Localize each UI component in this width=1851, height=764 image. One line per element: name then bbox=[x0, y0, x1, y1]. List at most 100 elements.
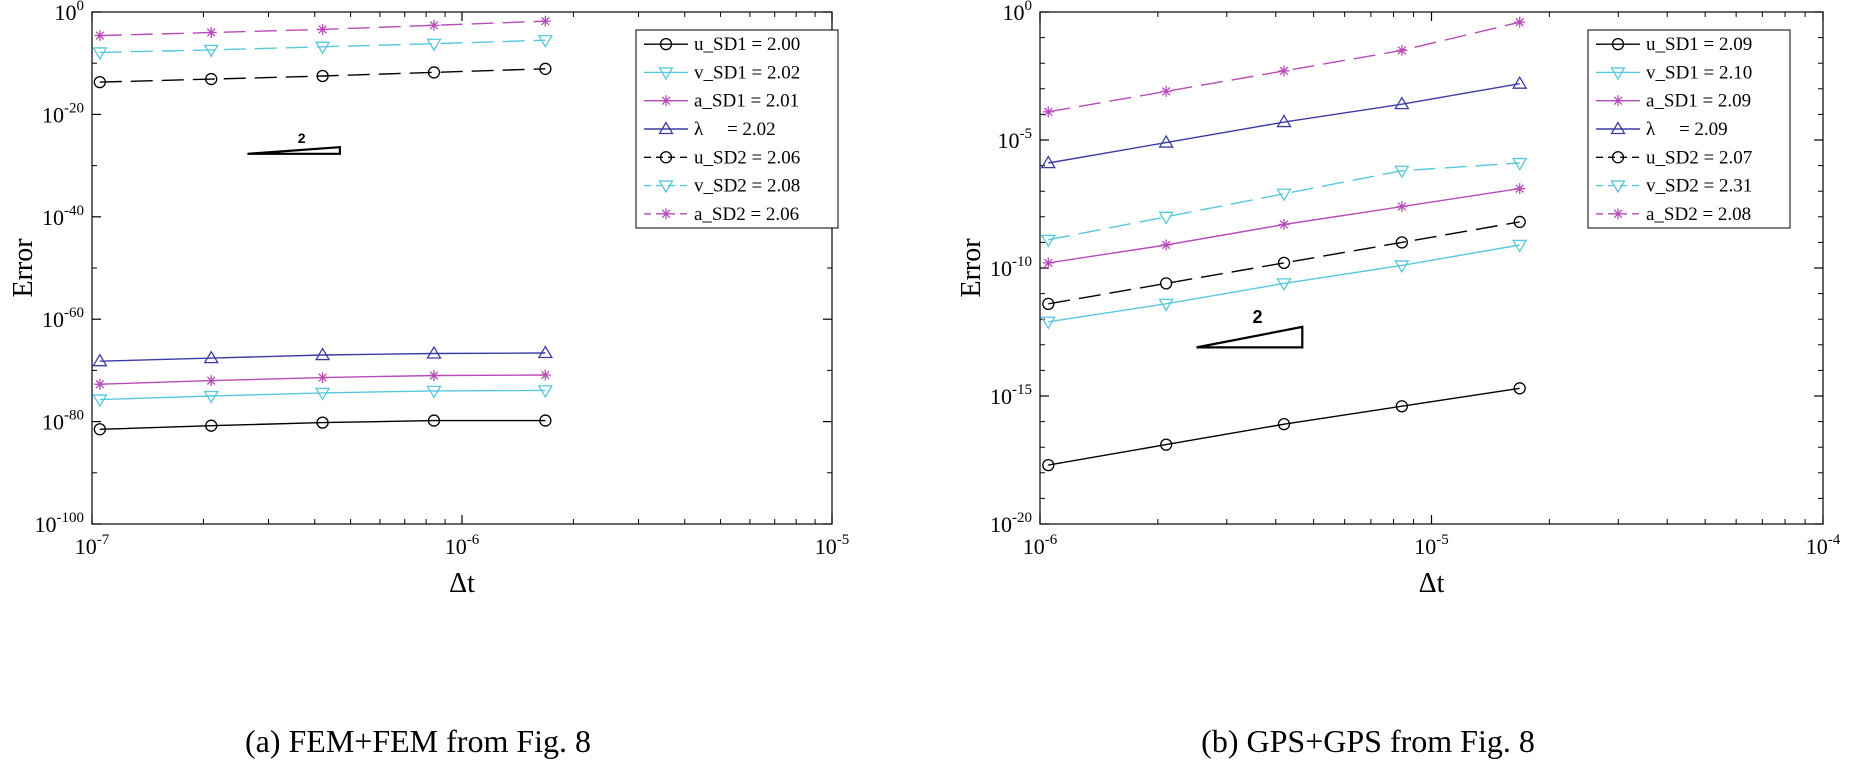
data-point-stroke bbox=[1279, 220, 1289, 229]
series-line bbox=[99, 419, 546, 430]
legend-label: u_SD1 = 2.00 bbox=[694, 34, 800, 55]
panel-a-fem: 10-7 10-6 10-510010-2010-4010-6010-8010-10… bbox=[8, 0, 849, 759]
data-point-stroke bbox=[429, 21, 439, 30]
panel-b-gps: 10-6 10-5 10-410010-510-1010-1510-20ErrorΔ… bbox=[956, 0, 1841, 759]
legend-marker bbox=[1610, 180, 1626, 194]
data-point-stroke bbox=[1397, 46, 1407, 55]
y-tick-label: 10-5 bbox=[998, 126, 1033, 153]
series-vSD2-5 bbox=[92, 35, 554, 61]
data-point bbox=[1514, 183, 1526, 195]
data-point bbox=[1277, 418, 1291, 431]
x-tick-label-exp: -7 bbox=[97, 532, 110, 548]
x-tick-label-exp: -4 bbox=[1828, 532, 1841, 548]
legend-label: a_SD2 = 2.06 bbox=[694, 204, 799, 225]
y-tick-label-exp: -10 bbox=[1012, 254, 1032, 270]
data-point bbox=[1512, 239, 1528, 253]
y-tick-label: 10-40 bbox=[42, 203, 84, 230]
legend-label: a_SD1 = 2.09 bbox=[1646, 91, 1751, 112]
data-point bbox=[317, 372, 329, 384]
y-tick-label-exp: 0 bbox=[1025, 0, 1033, 14]
data-point bbox=[1396, 201, 1408, 213]
data-point-stroke bbox=[541, 370, 550, 380]
x-tick-label-exp: -6 bbox=[1045, 532, 1058, 548]
data-point bbox=[1276, 278, 1292, 292]
data-point bbox=[539, 414, 552, 427]
x-tick-label-base: 10 bbox=[815, 534, 837, 559]
y-tick-label: 10-20 bbox=[990, 510, 1032, 537]
data-point bbox=[426, 38, 442, 52]
legend-marker-stroke bbox=[661, 96, 671, 106]
x-tick-label: 10-6 bbox=[445, 532, 480, 559]
data-point bbox=[1158, 134, 1174, 148]
data-point bbox=[1277, 256, 1291, 270]
data-point bbox=[205, 375, 217, 387]
data-point-stroke bbox=[318, 373, 327, 382]
data-point bbox=[1514, 16, 1526, 28]
legend-label: v_SD1 = 2.10 bbox=[1646, 62, 1752, 83]
data-point bbox=[1276, 188, 1292, 202]
series-uSD1-0 bbox=[1042, 382, 1526, 472]
x-tick-label-exp: -5 bbox=[1436, 532, 1449, 548]
data-point bbox=[1395, 400, 1409, 413]
data-point bbox=[203, 350, 219, 364]
data-point bbox=[1394, 96, 1410, 110]
y-axis-label: Error bbox=[956, 238, 987, 298]
data-point bbox=[92, 47, 108, 61]
data-point-stroke bbox=[1043, 107, 1053, 117]
x-tick-label-base: 10 bbox=[75, 534, 97, 559]
data-point bbox=[537, 345, 554, 359]
series-line bbox=[1048, 21, 1520, 113]
series-vSD2-5 bbox=[1040, 157, 1528, 248]
data-point-stroke bbox=[429, 371, 439, 380]
legend: u_SD1 = 2.09 v_SD1 = 2.10 a_SD1 = 2.09 λ = … bbox=[1587, 29, 1791, 229]
series-aSD1-2 bbox=[94, 369, 551, 390]
data-point bbox=[1042, 297, 1055, 310]
data-point bbox=[203, 390, 219, 404]
data-point bbox=[1395, 236, 1409, 249]
y-tick-label-base: 10 bbox=[42, 205, 64, 230]
series-line bbox=[99, 389, 546, 401]
legend-marker bbox=[659, 151, 673, 164]
y-tick-label-exp: -5 bbox=[1020, 126, 1033, 142]
x-tick-label-base: 10 bbox=[445, 534, 467, 559]
data-point bbox=[537, 35, 554, 48]
data-point bbox=[205, 72, 218, 86]
legend-marker bbox=[660, 95, 672, 107]
data-point bbox=[1513, 215, 1526, 229]
y-tick-label-base: 10 bbox=[42, 410, 64, 435]
y-axis-label: Error bbox=[8, 238, 39, 298]
y-tick-label-base: 10 bbox=[990, 256, 1012, 281]
legend-marker bbox=[658, 67, 674, 81]
y-tick-label-base: 10 bbox=[42, 102, 64, 127]
data-point bbox=[1160, 239, 1172, 251]
data-point bbox=[539, 62, 552, 75]
legend-marker bbox=[658, 121, 674, 135]
legend: u_SD1 = 2.00 v_SD1 = 2.02 a_SD1 = 2.01 λ = … bbox=[635, 29, 839, 229]
series-vSD1-1 bbox=[92, 385, 554, 408]
series--3 bbox=[1040, 75, 1528, 169]
y-tick-label-base: 10 bbox=[1003, 0, 1025, 25]
y-tick-label-base: 10 bbox=[990, 384, 1012, 409]
data-point bbox=[1512, 75, 1528, 89]
data-point bbox=[1158, 211, 1174, 225]
y-tick-label-exp: -20 bbox=[1012, 510, 1032, 526]
data-point bbox=[1394, 165, 1410, 179]
data-point bbox=[314, 347, 331, 361]
data-point bbox=[539, 15, 551, 27]
data-point-stroke bbox=[1515, 184, 1525, 193]
data-point bbox=[203, 44, 219, 58]
data-point bbox=[205, 419, 218, 432]
legend-marker bbox=[1612, 95, 1624, 107]
data-point bbox=[427, 414, 441, 427]
legend-label: v_SD2 = 2.31 bbox=[1646, 176, 1752, 197]
data-point bbox=[1513, 382, 1526, 395]
legend-label: u_SD2 = 2.07 bbox=[1646, 147, 1752, 168]
data-point bbox=[1040, 316, 1056, 330]
y-tick-label-base: 10 bbox=[35, 512, 57, 537]
figure-caption: (a) FEM+FEM from Fig. 8 bbox=[245, 723, 591, 759]
y-tick-label: 10-20 bbox=[42, 100, 84, 127]
data-point bbox=[1158, 298, 1174, 312]
x-tick-label: 10-5 bbox=[1414, 532, 1449, 559]
legend-label: v_SD1 = 2.02 bbox=[694, 62, 800, 83]
data-point-stroke bbox=[1043, 258, 1053, 268]
